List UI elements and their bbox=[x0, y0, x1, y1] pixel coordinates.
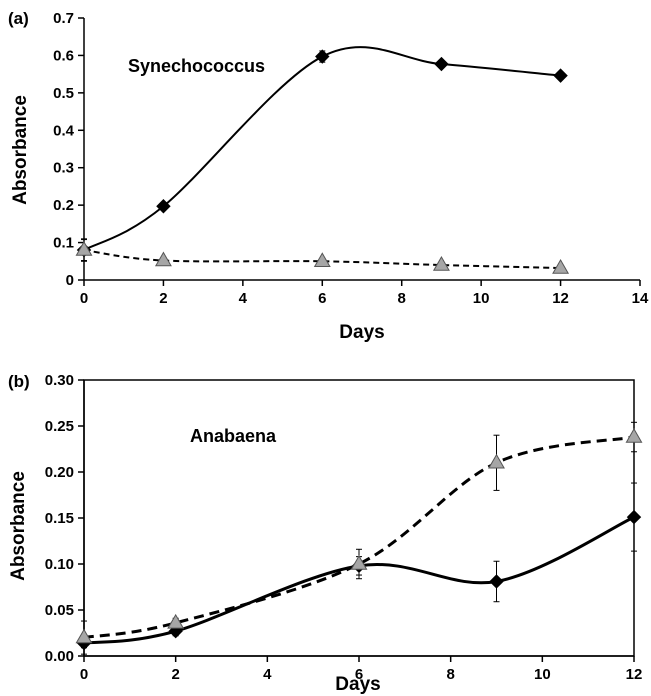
panel-b-x-tick-label: 10 bbox=[534, 666, 551, 683]
panel-b-y-tick-label: 0.20 bbox=[45, 464, 74, 481]
panel-a-x-tick-label: 2 bbox=[159, 290, 167, 307]
panel-b-series-diamond-point bbox=[626, 509, 642, 525]
panel-a-y-tick-label: 0.6 bbox=[53, 47, 74, 64]
panel-b-y-tick-label: 0.00 bbox=[45, 648, 74, 665]
panel-b-series-triangle-point bbox=[167, 613, 185, 629]
panel-b-series-triangle-line bbox=[83, 435, 635, 640]
panel-a-y-tick-label: 0.2 bbox=[53, 197, 74, 214]
panel-b-series-annotation: Anabaena bbox=[190, 426, 277, 446]
panel-a-y-tick-label: 0.4 bbox=[53, 122, 75, 139]
panel-a-y-tick-label: 0.7 bbox=[53, 10, 74, 27]
panel-b-x-tick-label: 4 bbox=[263, 666, 272, 683]
panel-a-x-tick-label: 12 bbox=[552, 290, 569, 307]
panel-b-series-triangle-point bbox=[75, 628, 93, 644]
panel-b-label: (b) bbox=[8, 372, 30, 391]
panel-b-y-tick-label: 0.30 bbox=[45, 372, 74, 389]
panel-a-label: (a) bbox=[8, 9, 29, 28]
panel-b-y-tick-label: 0.10 bbox=[45, 556, 74, 573]
panel-a-y-tick-label: 0.3 bbox=[53, 160, 74, 177]
panel-a-y-axis-title: Absorbance bbox=[10, 95, 31, 205]
panel-b-x-axis-title: Days bbox=[335, 674, 380, 695]
panel-a-series-diamond-point bbox=[315, 49, 330, 64]
panel-b-series-triangle-point bbox=[488, 453, 505, 469]
panel-a-series-annotation: Synechococcus bbox=[128, 56, 265, 76]
panel-a-series-triangle-point bbox=[313, 252, 331, 267]
panel-a-x-tick-label: 6 bbox=[318, 290, 326, 307]
panel-a-x-tick-label: 0 bbox=[80, 290, 88, 307]
panel-b-chart: (b) Anabaena Days Absorbance 0.00 0.05 0.1… bbox=[8, 372, 643, 695]
panel-a-x-tick-label: 14 bbox=[632, 290, 649, 307]
panel-b-x-tick-label: 2 bbox=[171, 666, 179, 683]
panel-b-series-triangle-point bbox=[350, 554, 368, 570]
panel-a-series-triangle-line bbox=[83, 249, 561, 270]
panel-a-y-tick-label: 0 bbox=[66, 272, 74, 289]
panel-a-series-diamond-point bbox=[156, 199, 171, 214]
panel-a-series-diamond-line bbox=[83, 46, 561, 251]
panel-a-x-tick-label: 10 bbox=[473, 290, 490, 307]
panel-a-x-tick-label: 8 bbox=[398, 290, 406, 307]
panel-a-x-tick-label: 4 bbox=[239, 290, 248, 307]
panel-b-x-tick-label: 6 bbox=[355, 666, 363, 683]
panel-a-series-diamond-point bbox=[434, 56, 449, 72]
panel-b-x-tick-label: 8 bbox=[446, 666, 454, 683]
panel-b-series-diamond-point bbox=[489, 574, 504, 589]
panel-b-y-tick-label: 0.15 bbox=[45, 510, 74, 527]
panel-a-series-triangle-point bbox=[154, 251, 172, 267]
panel-a-y-tick-label: 0.1 bbox=[53, 235, 74, 252]
panel-a-chart: (a) Synechococcus Days Absorbance 0 0.1 0.… bbox=[8, 9, 649, 343]
panel-b-x-tick-label: 12 bbox=[626, 666, 643, 683]
panel-b-y-tick-label: 0.25 bbox=[45, 418, 74, 435]
panel-a-series-triangle-point bbox=[432, 256, 450, 271]
panel-a-series-triangle-point bbox=[75, 241, 93, 256]
panel-a-x-axis-title: Days bbox=[339, 322, 384, 343]
panel-b-y-tick-label: 0.05 bbox=[45, 602, 74, 619]
panel-a-series-diamond-point bbox=[553, 68, 568, 83]
panel-a-series-triangle-point bbox=[552, 259, 570, 274]
panel-b-plot-frame bbox=[83, 379, 635, 657]
panel-b-x-tick-label: 0 bbox=[80, 666, 88, 683]
panel-b-y-axis-title: Absorbance bbox=[8, 471, 29, 581]
panel-a-y-tick-label: 0.5 bbox=[53, 85, 74, 102]
panel-b-series-triangle-point bbox=[625, 428, 643, 443]
